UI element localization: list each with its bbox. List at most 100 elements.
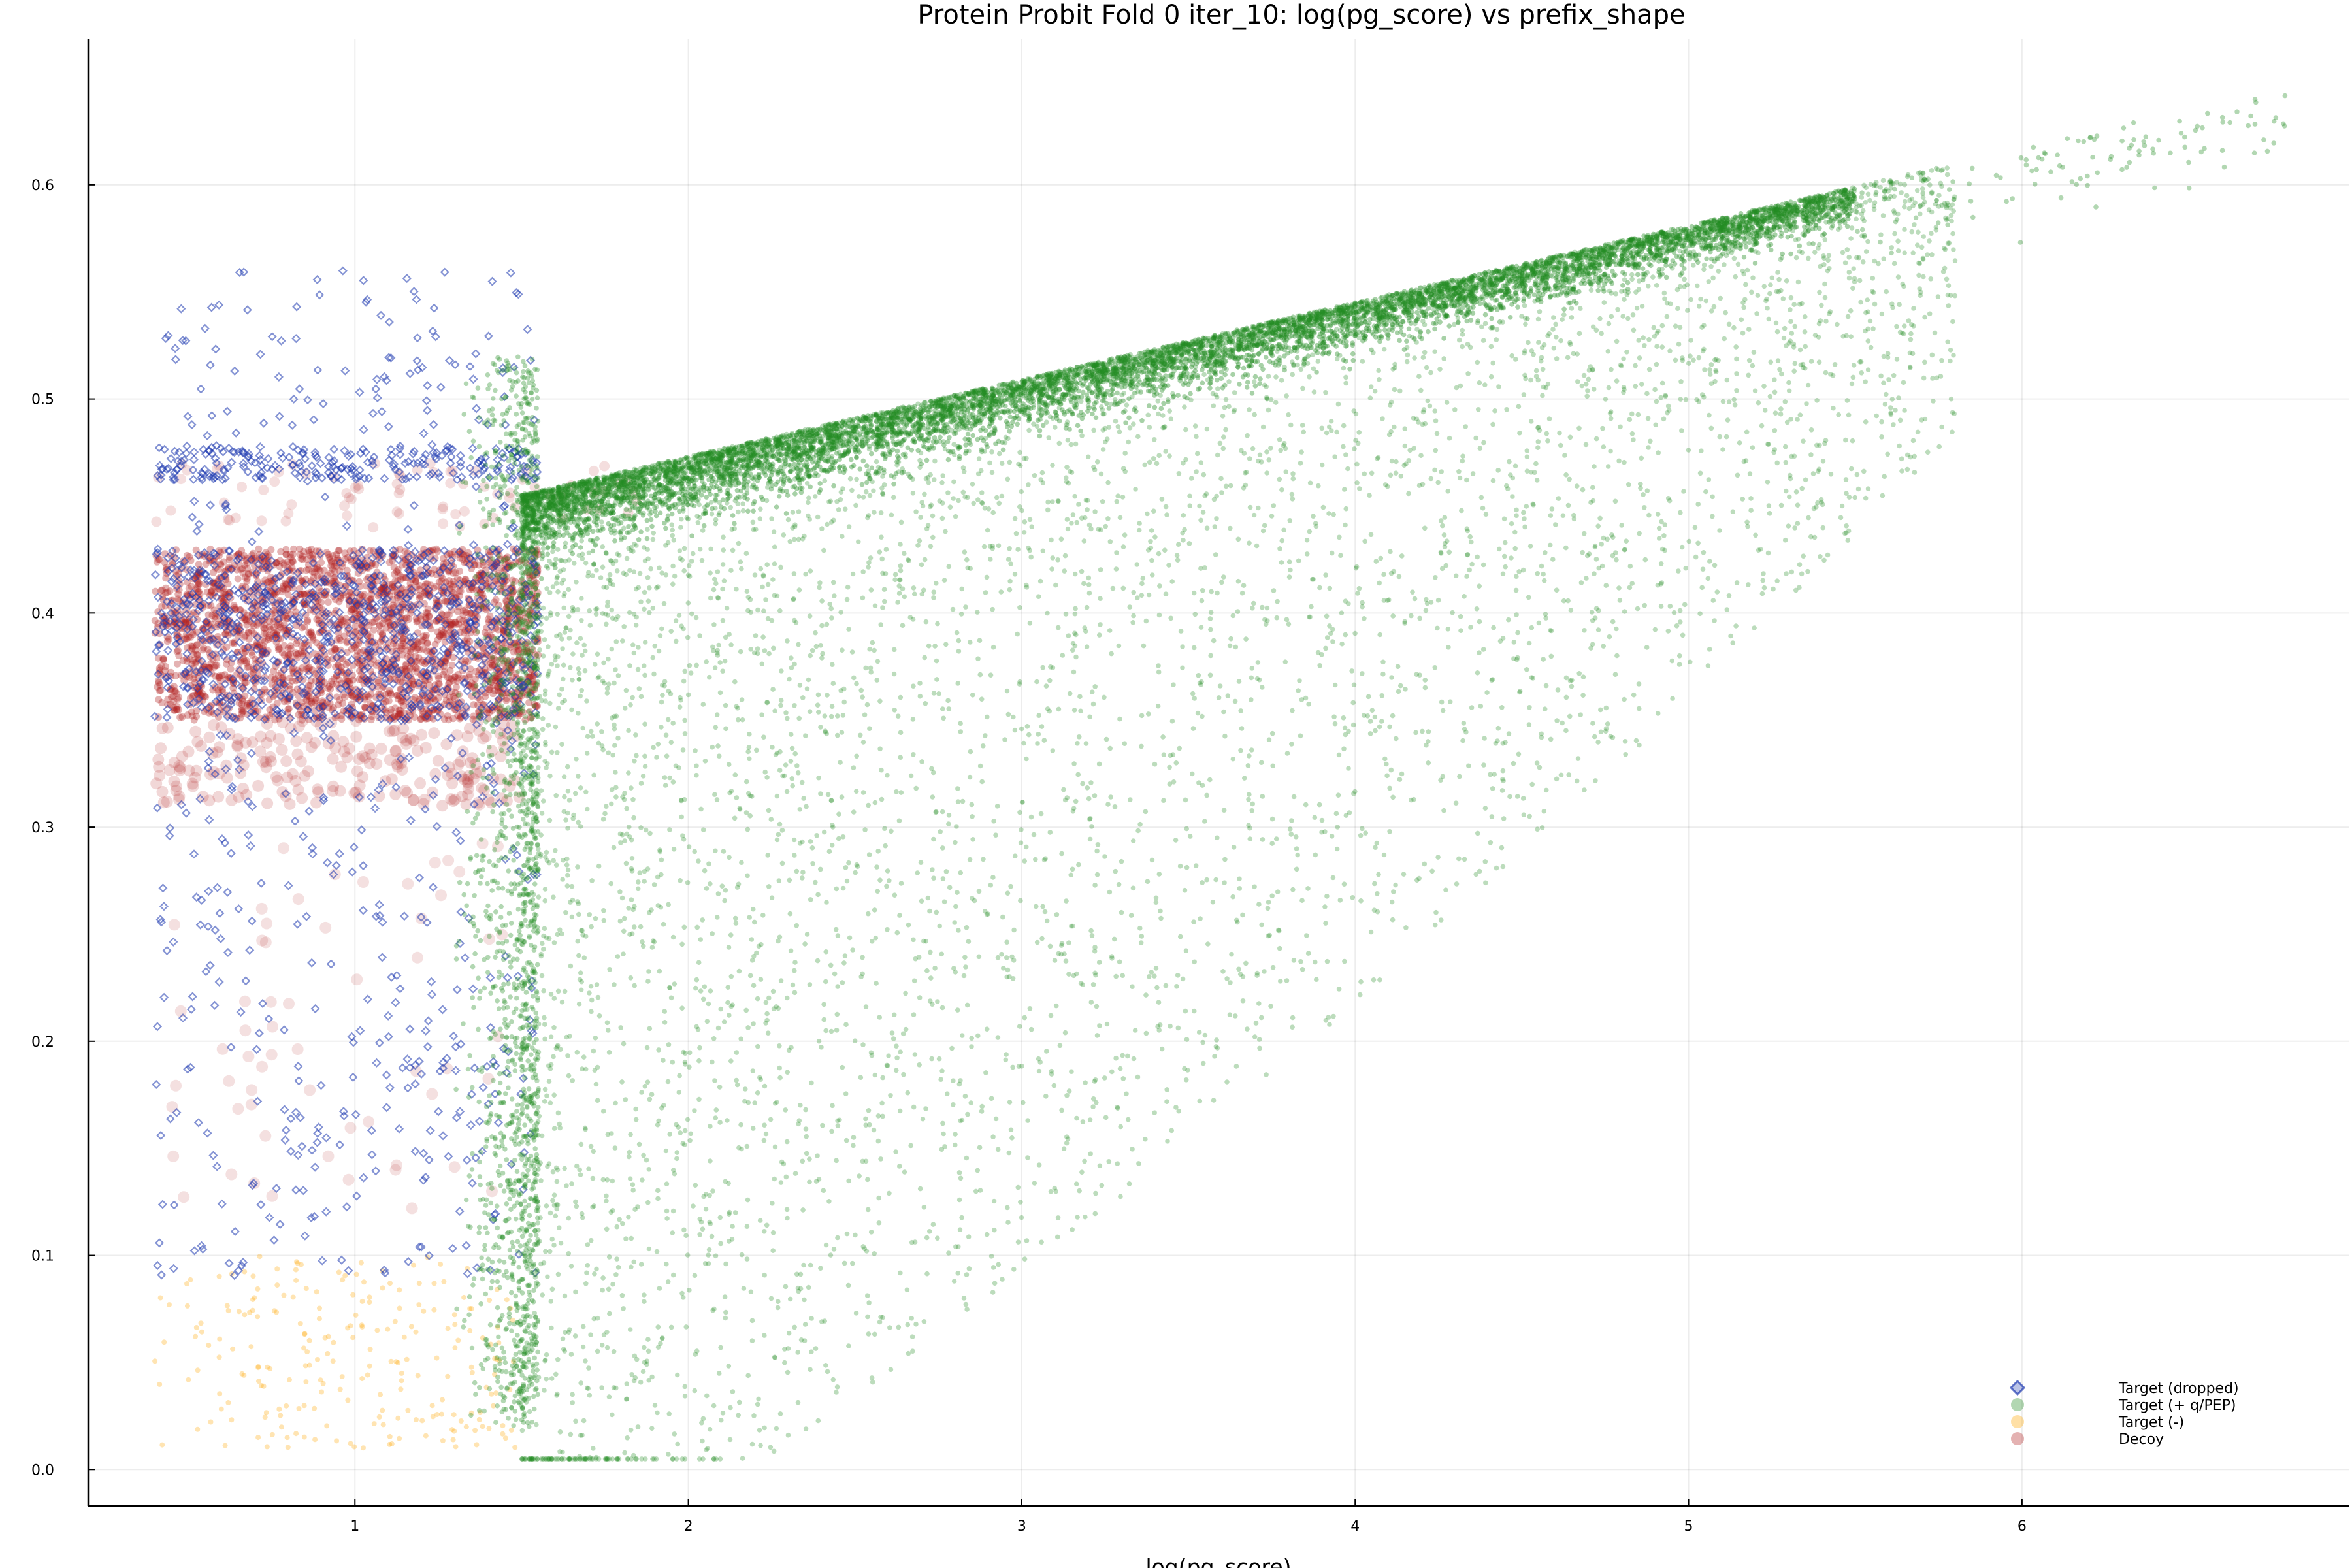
target-minus-point [284, 1403, 289, 1409]
target-minus-point [320, 1380, 326, 1386]
decoy-point [367, 716, 375, 724]
decoy-point [295, 755, 307, 768]
decoy-point [297, 648, 305, 656]
decoy-point [430, 694, 438, 702]
decoy-point [173, 764, 186, 777]
decoy-point [451, 568, 459, 576]
decoy-point [270, 667, 278, 675]
target-minus-point [399, 1378, 404, 1384]
decoy-point [173, 647, 181, 655]
decoy-point [284, 558, 291, 566]
target-plus-point [466, 1094, 472, 1100]
decoy-point [208, 587, 216, 595]
target-plus-point [480, 1366, 486, 1371]
target-plus-point [507, 1196, 512, 1202]
decoy-point [267, 674, 275, 681]
target-plus-point [487, 515, 492, 521]
target-minus-point [397, 1287, 402, 1293]
decoy-point [282, 546, 290, 553]
target-plus-point [497, 1361, 502, 1367]
decoy-point [237, 482, 247, 493]
target-minus-point [367, 1347, 373, 1352]
target-plus-point [473, 574, 478, 580]
decoy-point [258, 485, 269, 495]
decoy-point [334, 785, 346, 797]
target-minus-point [285, 1445, 291, 1450]
target-plus-point [515, 668, 521, 674]
target-plus-point [473, 1392, 478, 1397]
decoy-point [187, 642, 195, 650]
target-minus-point [495, 1324, 500, 1330]
target-minus-point [416, 1302, 422, 1308]
decoy-point [425, 612, 433, 620]
target-minus-point [287, 1377, 292, 1382]
decoy-point [244, 629, 252, 636]
target-minus-point [365, 1372, 370, 1378]
target-minus-point [225, 1400, 231, 1405]
target-minus-point [217, 1336, 223, 1342]
target-plus-point [497, 1258, 502, 1264]
target-minus-point [398, 1386, 404, 1392]
decoy-point [239, 1024, 252, 1037]
decoy-point [382, 698, 390, 706]
target-minus-point [440, 1397, 445, 1403]
target-minus-point [512, 1445, 518, 1450]
target-minus-point [261, 1383, 267, 1389]
decoy-point [296, 792, 308, 804]
target-minus-point [216, 1273, 222, 1279]
target-minus-point [469, 1369, 475, 1375]
target-minus-point [303, 1286, 309, 1292]
decoy-point [157, 662, 165, 670]
decoy-point [351, 973, 363, 986]
decoy-point [287, 554, 295, 561]
decoy-point [416, 728, 428, 741]
decoy-point [526, 708, 534, 715]
decoy-point [221, 671, 229, 679]
decoy-point [256, 1060, 269, 1073]
decoy-point [350, 642, 357, 649]
target-minus-point [434, 1412, 440, 1417]
decoy-point [280, 755, 293, 767]
decoy-point [160, 656, 167, 664]
target-plus-point [506, 911, 512, 916]
target-minus-point [387, 1281, 393, 1286]
decoy-point [278, 649, 286, 657]
decoy-point [353, 753, 365, 765]
target-minus-point [431, 1307, 437, 1313]
target-plus-point [466, 1294, 472, 1299]
target-plus-point [470, 438, 476, 444]
target-minus-point [337, 1386, 343, 1392]
decoy-point [401, 787, 414, 799]
decoy-point [440, 738, 453, 751]
decoy-point [451, 729, 463, 742]
target-plus-point [495, 1305, 500, 1311]
target-minus-point [359, 1376, 365, 1382]
decoy-point [387, 706, 395, 713]
decoy-point [311, 706, 319, 714]
target-minus-point [487, 1298, 493, 1303]
target-minus-point [445, 1373, 451, 1379]
decoy-point [261, 917, 273, 930]
target-minus-point [255, 1314, 261, 1320]
decoy-point [170, 697, 178, 705]
decoy-point [190, 716, 198, 724]
target-minus-point [367, 1363, 372, 1369]
decoy-point [395, 484, 406, 495]
decoy-point [343, 566, 351, 574]
decoy-point [452, 620, 460, 628]
grid-lines [88, 39, 2349, 1506]
target-plus-point [485, 372, 491, 378]
target-minus-point [440, 1438, 446, 1444]
decoy-point [406, 1202, 418, 1215]
decoy-point [276, 624, 284, 631]
target-minus-point [255, 1365, 261, 1371]
target-minus-point [218, 1406, 224, 1412]
decoy-point [367, 591, 375, 598]
decoy-point [448, 1161, 461, 1173]
decoy-point [286, 499, 297, 510]
decoy-point [284, 798, 296, 810]
decoy-point [211, 613, 219, 621]
target-minus-point [350, 1335, 356, 1341]
target-minus-point [316, 1316, 322, 1322]
